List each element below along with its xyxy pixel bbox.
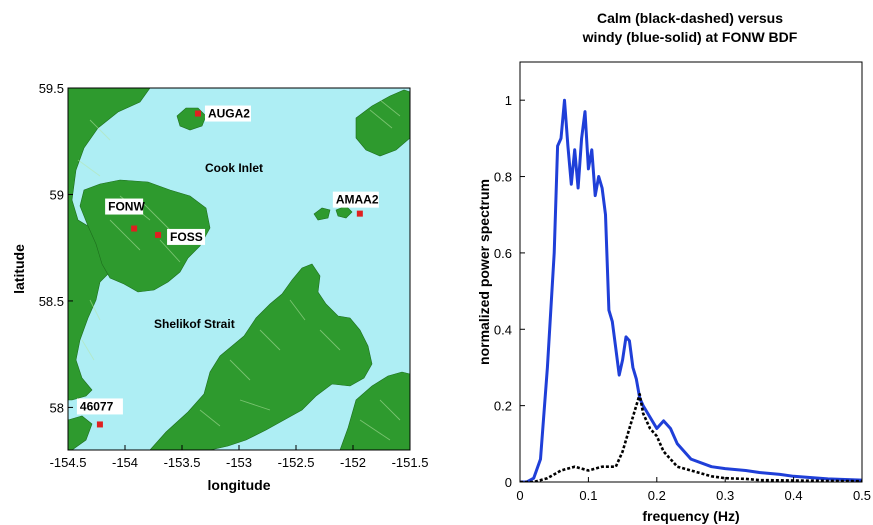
map-x-axis-label: longitude xyxy=(208,477,271,493)
place-label-cook-inlet: Cook Inlet xyxy=(205,161,263,175)
station-label: AUGA2 xyxy=(208,107,250,121)
map-panel: AUGA2 AMAA2 FONW FOSS 46077 Cook Inlet Sheli… xyxy=(11,81,428,493)
spectrum-panel: Calm (black-dashed) versus windy (blue-s… xyxy=(476,10,871,524)
land-kodiak-east xyxy=(339,371,410,450)
station-label-box xyxy=(76,398,123,415)
station-marker xyxy=(96,421,103,428)
chart-x-tick-label: 0.1 xyxy=(579,488,597,503)
map-y-axis-label: latitude xyxy=(11,244,27,294)
map-y-tick-label: 59 xyxy=(50,187,64,202)
chart-x-tick-label: 0.3 xyxy=(716,488,734,503)
chart-title-line-2: windy (blue-solid) at FONW BDF xyxy=(582,29,798,45)
chart-x-tick-label: 0.4 xyxy=(785,488,803,503)
station-marker xyxy=(131,225,138,232)
chart-x-tick-label: 0.2 xyxy=(648,488,666,503)
series-line-windy xyxy=(520,98,862,482)
station-label: 46077 xyxy=(80,399,114,413)
map-y-ticks: 59.5 59 58.5 58 xyxy=(39,81,73,415)
chart-y-tick-label: 1 xyxy=(505,93,512,108)
station-label-box xyxy=(204,105,251,122)
station-marker xyxy=(155,231,162,238)
station-marker xyxy=(194,110,201,117)
map-x-tick-label: -151.5 xyxy=(392,455,429,470)
map-x-tick-label: -154 xyxy=(112,455,138,470)
series-line-calm xyxy=(520,392,862,482)
map-y-tick-label: 59.5 xyxy=(39,81,64,96)
map-x-tick-label: -154.5 xyxy=(50,455,87,470)
station-marker xyxy=(356,210,363,217)
station-label: FOSS xyxy=(170,230,203,244)
map-x-ticks: -154.5 -154 -153.5 -153 -152.5 -152 -151.5 xyxy=(50,445,429,470)
chart-x-tick-label: 0 xyxy=(516,488,523,503)
chart-x-ticks: 0 0.1 0.2 0.3 0.4 0.5 xyxy=(516,477,871,503)
map-stations xyxy=(96,110,363,428)
place-label-shelikof-strait: Shelikof Strait xyxy=(154,317,235,331)
map-x-tick-label: -152.5 xyxy=(278,455,315,470)
map-x-tick-label: -152 xyxy=(340,455,366,470)
land-alaska-peninsula-south xyxy=(68,415,93,450)
chart-y-tick-label: 0.4 xyxy=(494,322,512,337)
chart-title-line-1: Calm (black-dashed) versus xyxy=(597,10,783,26)
chart-y-ticks: 0 0.2 0.4 0.6 0.8 1 xyxy=(494,93,525,490)
station-label-box xyxy=(105,198,144,215)
land-kenai xyxy=(355,89,410,157)
chart-y-tick-label: 0.8 xyxy=(494,170,512,185)
chart-y-tick-label: 0 xyxy=(505,475,512,490)
plot-background xyxy=(520,62,862,482)
station-label: AMAA2 xyxy=(336,193,379,207)
plot-frame xyxy=(519,61,863,483)
plot-series xyxy=(520,98,862,482)
chart-x-axis-label: frequency (Hz) xyxy=(642,508,739,524)
map-x-tick-label: -153.5 xyxy=(164,455,201,470)
land-kodiak xyxy=(149,263,373,450)
map-y-tick-label: 58 xyxy=(50,400,64,415)
station-label-box xyxy=(332,191,379,208)
map-y-tick-label: 58.5 xyxy=(39,294,64,309)
chart-y-tick-label: 0.2 xyxy=(494,399,512,414)
chart-y-axis-label: normalized power spectrum xyxy=(476,179,492,365)
chart-x-tick-label: 0.5 xyxy=(853,488,871,503)
chart-y-tick-label: 0.6 xyxy=(494,246,512,261)
map-x-tick-label: -153 xyxy=(226,455,252,470)
station-label: FONW xyxy=(108,200,145,214)
map-label-boxes: AUGA2 AMAA2 FONW FOSS 46077 xyxy=(76,105,379,415)
station-label-box xyxy=(167,228,206,245)
